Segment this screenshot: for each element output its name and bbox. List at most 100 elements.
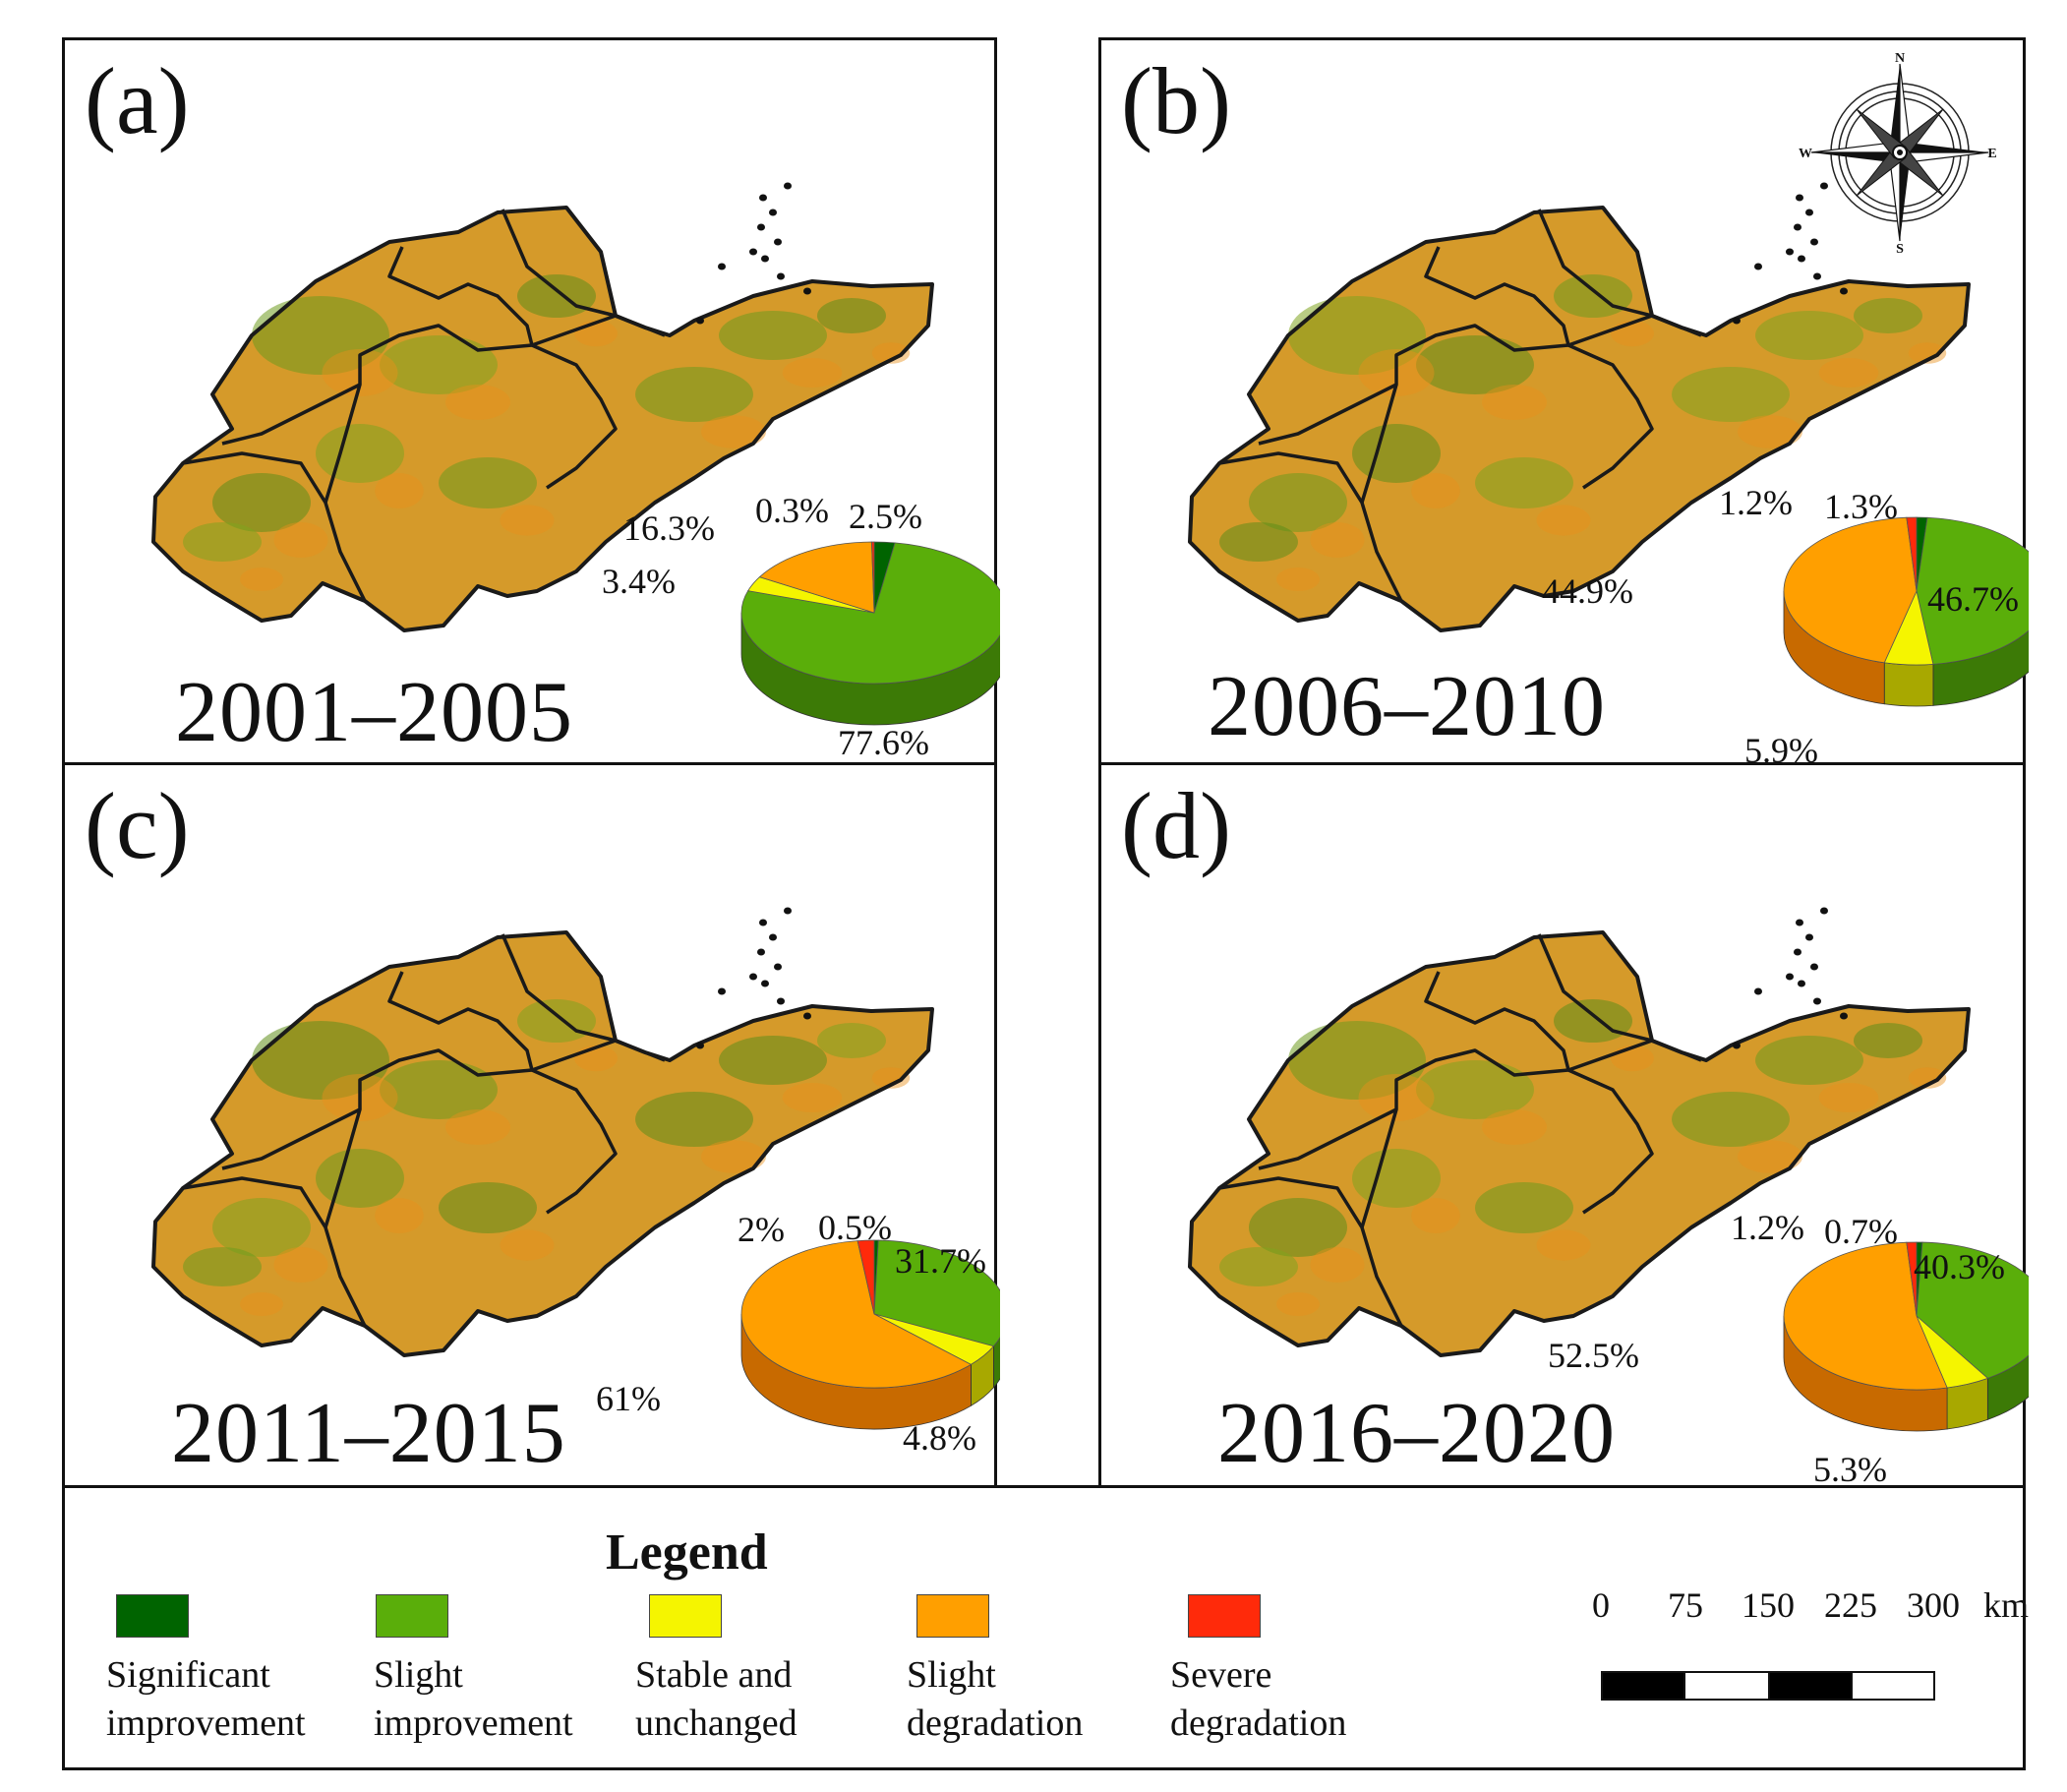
legend-item-slight-degradation: Slight degradation — [907, 1594, 1083, 1749]
degradation-patch — [375, 1198, 424, 1233]
compass-letter-n: N — [1895, 51, 1905, 66]
island — [769, 933, 777, 941]
pie-slice — [856, 1239, 875, 1315]
degradation-patch — [1818, 1083, 1879, 1112]
legend-item-severe-degradation: Severe degradation — [1170, 1594, 1346, 1749]
pct-stable-unchanged: 4.8% — [903, 1418, 976, 1458]
legend-item-significant-improvement: Significant improvement — [106, 1594, 306, 1749]
vegetation-patch — [1249, 1198, 1347, 1257]
vegetation-patch — [212, 1198, 311, 1257]
vegetation-patch — [817, 1023, 886, 1058]
degradation-patch — [375, 473, 424, 508]
vegetation-patch — [439, 1182, 537, 1233]
scale-bar: 0 75 150 225 300 km — [1540, 1584, 2032, 1722]
island — [1813, 272, 1821, 280]
island — [749, 973, 757, 981]
province-map — [1188, 907, 1971, 1357]
compass-letter-s: S — [1896, 242, 1904, 257]
panel-label: (d) — [1121, 773, 1231, 878]
scale-segment — [1768, 1671, 1853, 1701]
island — [1796, 919, 1803, 926]
pct-slight-improvement: 31.7% — [895, 1241, 986, 1281]
island — [1733, 1042, 1741, 1049]
degradation-patch — [1536, 1229, 1591, 1261]
vegetation-patch — [1475, 1182, 1573, 1233]
region-border — [531, 1039, 666, 1072]
degradation-patch — [500, 1229, 555, 1261]
compass-point — [1811, 152, 1900, 163]
pct-slight-improvement: 40.3% — [1914, 1247, 2005, 1286]
degradation-patch — [871, 1067, 911, 1089]
island — [777, 272, 785, 280]
degradation-patch — [1276, 567, 1320, 591]
degradation-patch — [782, 1083, 843, 1112]
map-group — [1188, 182, 1971, 632]
pie-slice — [1783, 516, 1918, 664]
island — [757, 948, 765, 956]
vegetation-patch — [1219, 522, 1298, 562]
pie-slice — [871, 541, 875, 614]
legend-swatch — [649, 1594, 722, 1638]
island — [784, 182, 792, 190]
island — [696, 1042, 704, 1049]
period-label: 2016–2020 — [1217, 1386, 1616, 1481]
pct-severe-degradation: 0.3% — [755, 491, 829, 530]
region-border — [1360, 384, 1398, 504]
vegetation-patch — [1352, 1149, 1441, 1208]
pct-slight-degradation: 44.9% — [1542, 571, 1633, 611]
province-map — [1188, 182, 1971, 632]
pie-top — [1783, 1241, 2029, 1391]
island — [1840, 1012, 1848, 1020]
panel-label: (c) — [85, 773, 190, 878]
vegetation-patch — [635, 1092, 753, 1147]
degradation-patch — [1411, 473, 1460, 508]
region-border — [1537, 209, 1653, 318]
pie-chart — [740, 1239, 1000, 1430]
legend-label-line2: degradation — [1170, 1702, 1347, 1745]
island — [1805, 933, 1813, 941]
province-map — [151, 182, 934, 632]
region-border — [387, 246, 534, 346]
pct-significant-improvement: 0.5% — [818, 1208, 892, 1247]
region-border — [221, 324, 618, 490]
vegetation-patch — [1416, 335, 1534, 394]
pie-slice — [740, 1240, 973, 1389]
region-border — [1218, 1176, 1403, 1327]
island — [1794, 948, 1801, 956]
map-group — [151, 907, 934, 1357]
degradation-patch — [701, 415, 766, 448]
region-border — [1424, 971, 1570, 1071]
island — [749, 248, 757, 256]
compass-group: N E S W — [1799, 51, 1997, 257]
vegetation-patch — [1288, 1021, 1426, 1100]
pct-slight-degradation: 61% — [596, 1379, 661, 1418]
map-group — [1188, 907, 1971, 1357]
pie-slice — [1916, 516, 2029, 665]
region-border — [182, 1176, 367, 1327]
legend-label-line1: Severe — [1170, 1654, 1272, 1696]
pct-severe-degradation: 1.2% — [1719, 483, 1793, 522]
vegetation-patch — [719, 311, 827, 360]
region-border — [1258, 324, 1654, 490]
island — [1798, 255, 1805, 263]
legend-item-stable-unchanged: Stable and unchanged — [635, 1594, 797, 1749]
scale-tick: 75 — [1668, 1585, 1703, 1625]
compass-letter-e: E — [1987, 147, 1996, 161]
province-map — [151, 907, 934, 1357]
degradation-patch — [240, 1292, 283, 1316]
vegetation-patch — [1854, 298, 1922, 333]
degradation-patch — [240, 567, 283, 591]
island — [1820, 907, 1828, 915]
island — [777, 997, 785, 1005]
vegetation-patch — [1672, 367, 1790, 422]
region-border — [501, 933, 617, 1043]
compass-point — [1900, 142, 1988, 152]
region-border — [501, 209, 617, 318]
degradation-patch — [701, 1140, 766, 1173]
region-border — [182, 451, 367, 602]
degradation-patch — [1818, 358, 1879, 388]
degradation-patch — [1908, 342, 1947, 364]
map-group — [151, 182, 934, 632]
region-border — [1258, 1048, 1654, 1215]
